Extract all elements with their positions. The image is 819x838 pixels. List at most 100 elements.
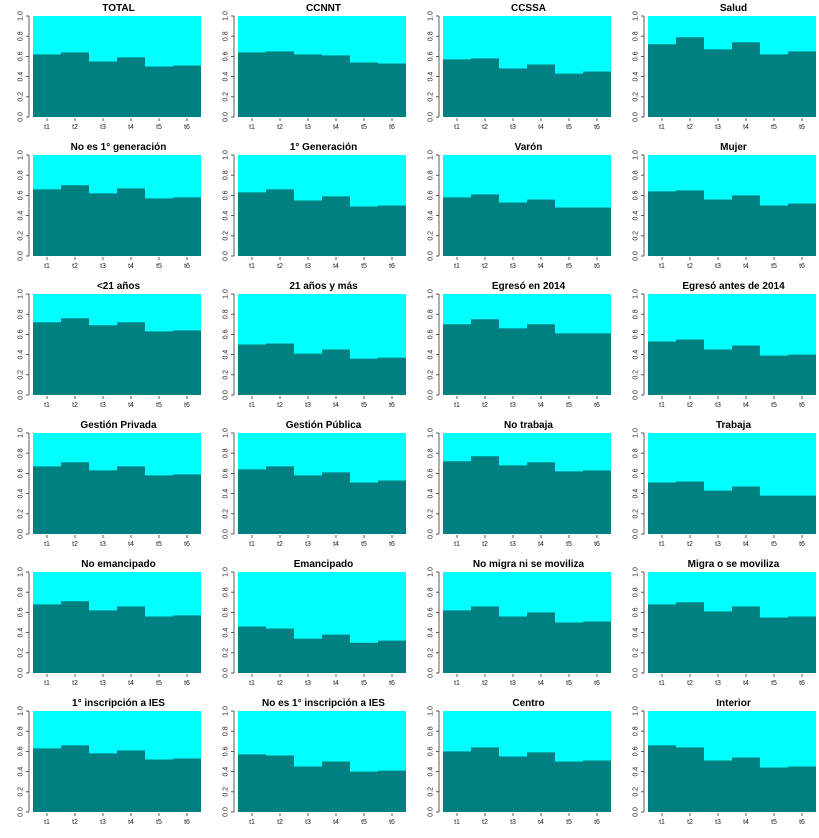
y-tick-label: 0.4: [633, 211, 640, 221]
x-tick-label: t1: [659, 819, 665, 826]
x-tick-label: t3: [510, 680, 516, 687]
y-tick-label: 1.0: [428, 289, 435, 299]
x-tick-label: t1: [249, 541, 255, 548]
x-tick-label: t4: [743, 541, 749, 548]
x-tick-label: t6: [389, 541, 395, 548]
y-tick-label: 1.0: [428, 150, 435, 160]
x-tick-label: t2: [482, 402, 488, 409]
lower-area-series: [33, 318, 201, 395]
y-tick-label: 1.0: [223, 289, 230, 299]
lower-area-series: [648, 481, 816, 534]
y-tick-label: 0.4: [633, 767, 640, 777]
area-plot: 0.0 0.2 0.4 0.6 0.8 1.0 t1 t2 t3 t4 t5 t6: [428, 706, 611, 826]
panel-chart: No trabaja 0.0 0.2 0.4 0.6 0.8 1.0 t1 t2 t3 t4 t5 t6: [410, 417, 615, 556]
area-plot: 0.0 0.2 0.4 0.6 0.8 1.0 t1 t2 t3 t4 t5 t6: [428, 567, 611, 687]
x-tick-label: t4: [538, 680, 544, 687]
y-tick-label: 0.4: [223, 767, 230, 777]
x-tick-label: t2: [72, 402, 78, 409]
panel-title: 1° Generación: [289, 142, 358, 153]
panel-chart: Gestión Privada 0.0 0.2 0.4 0.6 0.8 1.0 t1 t2 t3 t…: [0, 417, 205, 556]
area-plot: 0.0 0.2 0.4 0.6 0.8 1.0 t1 t2 t3 t4 t5 t6: [633, 289, 816, 409]
x-tick-label: t5: [566, 680, 572, 687]
area-plot: 0.0 0.2 0.4 0.6 0.8 1.0 t1 t2 t3 t4 t5 t6: [18, 289, 201, 409]
x-tick-label: t5: [771, 263, 777, 270]
x-tick-label: t1: [454, 124, 460, 131]
x-tick-label: t1: [249, 263, 255, 270]
x-tick-label: t3: [100, 541, 106, 548]
y-tick-label: 0.4: [18, 211, 25, 221]
x-tick-label: t4: [743, 124, 749, 131]
x-tick-label: t1: [454, 263, 460, 270]
y-tick-label: 0.2: [223, 787, 230, 797]
y-tick-label: 0.4: [223, 489, 230, 499]
area-plot: 0.0 0.2 0.4 0.6 0.8 1.0 t1 t2 t3 t4 t5 t6: [223, 289, 406, 409]
y-tick-label: 0.8: [428, 587, 435, 597]
y-tick-label: 1.0: [223, 150, 230, 160]
x-tick-label: t6: [594, 263, 600, 270]
y-tick-label: 0.4: [18, 72, 25, 82]
y-tick-label: 0.8: [18, 170, 25, 180]
panel-title: No es 1° inscripción a IES: [262, 698, 385, 709]
y-tick-label: 0.8: [428, 309, 435, 319]
x-tick-label: t6: [799, 402, 805, 409]
panel-chart: Gestión Pública 0.0 0.2 0.4 0.6 0.8 1.0 t1 t2 t3 t…: [205, 417, 410, 556]
y-tick-label: 0.4: [18, 350, 25, 360]
x-tick-label: t6: [594, 541, 600, 548]
panel-title: No migra ni se moviliza: [472, 559, 585, 570]
x-tick-label: t6: [799, 541, 805, 548]
y-tick-label: 1.0: [18, 567, 25, 577]
y-tick-label: 0.2: [223, 370, 230, 380]
panel-chart: CCSSA 0.0 0.2 0.4 0.6 0.8 1.0 t1 t2 t3 t4 t5 t6: [410, 0, 615, 139]
x-tick-label: t2: [687, 819, 693, 826]
panel-chart: Interior 0.0 0.2 0.4 0.6 0.8 1.0 t1 t2 t3 t4 t5 t6: [615, 695, 819, 834]
panel-chart: 1° inscripción a IES 0.0 0.2 0.4 0.6 0.8 1.0 t1…: [0, 695, 205, 834]
area-plot: 0.0 0.2 0.4 0.6 0.8 1.0 t1 t2 t3 t4 t5 t6: [633, 567, 816, 687]
area-plot: 0.0 0.2 0.4 0.6 0.8 1.0 t1 t2 t3 t4 t5 t6: [18, 11, 201, 131]
x-tick-label: t6: [799, 819, 805, 826]
y-tick-label: 0.8: [18, 726, 25, 736]
y-tick-label: 0.0: [223, 390, 230, 400]
y-tick-label: 0.2: [633, 787, 640, 797]
y-tick-label: 1.0: [18, 150, 25, 160]
x-tick-label: t6: [184, 402, 190, 409]
panel-chart: 1° Generación 0.0 0.2 0.4 0.6 0.8 1.0 t1 t2 t3 t4 t…: [205, 139, 410, 278]
x-tick-label: t5: [771, 124, 777, 131]
x-tick-label: t3: [510, 402, 516, 409]
x-tick-label: t1: [44, 402, 50, 409]
x-tick-label: t5: [156, 680, 162, 687]
x-tick-label: t5: [156, 124, 162, 131]
panel-chart: CCNNT 0.0 0.2 0.4 0.6 0.8 1.0 t1 t2 t3 t4 t5 t6: [205, 0, 410, 139]
x-tick-label: t6: [389, 124, 395, 131]
y-tick-label: 0.0: [633, 390, 640, 400]
panel-title: 1° inscripción a IES: [72, 698, 165, 709]
x-tick-label: t1: [659, 124, 665, 131]
area-plot: 0.0 0.2 0.4 0.6 0.8 1.0 t1 t2 t3 t4 t5 t6: [223, 150, 406, 270]
y-tick-label: 0.0: [18, 807, 25, 817]
y-tick-label: 0.2: [428, 370, 435, 380]
x-tick-label: t4: [743, 680, 749, 687]
y-tick-label: 1.0: [633, 428, 640, 438]
y-tick-label: 0.2: [223, 509, 230, 519]
y-tick-label: 0.6: [633, 746, 640, 756]
panel-title: CCNNT: [306, 3, 341, 14]
x-tick-label: t6: [389, 402, 395, 409]
x-tick-label: t2: [687, 541, 693, 548]
panel-title: Mujer: [720, 142, 747, 153]
y-tick-label: 0.2: [428, 509, 435, 519]
panel-chart: 21 años y más 0.0 0.2 0.4 0.6 0.8 1.0 t1 t2 t3 t4 t…: [205, 278, 410, 417]
x-tick-label: t1: [249, 402, 255, 409]
y-tick-label: 0.6: [633, 607, 640, 617]
y-tick-label: 0.4: [428, 628, 435, 638]
x-tick-label: t5: [361, 541, 367, 548]
x-tick-label: t5: [156, 402, 162, 409]
x-tick-label: t4: [333, 402, 339, 409]
y-tick-label: 0.8: [18, 31, 25, 41]
x-tick-label: t5: [566, 124, 572, 131]
x-tick-label: t5: [771, 402, 777, 409]
x-tick-label: t4: [128, 263, 134, 270]
y-tick-label: 0.6: [223, 607, 230, 617]
y-tick-label: 0.2: [18, 231, 25, 241]
area-plot: 0.0 0.2 0.4 0.6 0.8 1.0 t1 t2 t3 t4 t5 t6: [633, 706, 816, 826]
x-tick-label: t5: [156, 819, 162, 826]
x-tick-label: t1: [44, 680, 50, 687]
